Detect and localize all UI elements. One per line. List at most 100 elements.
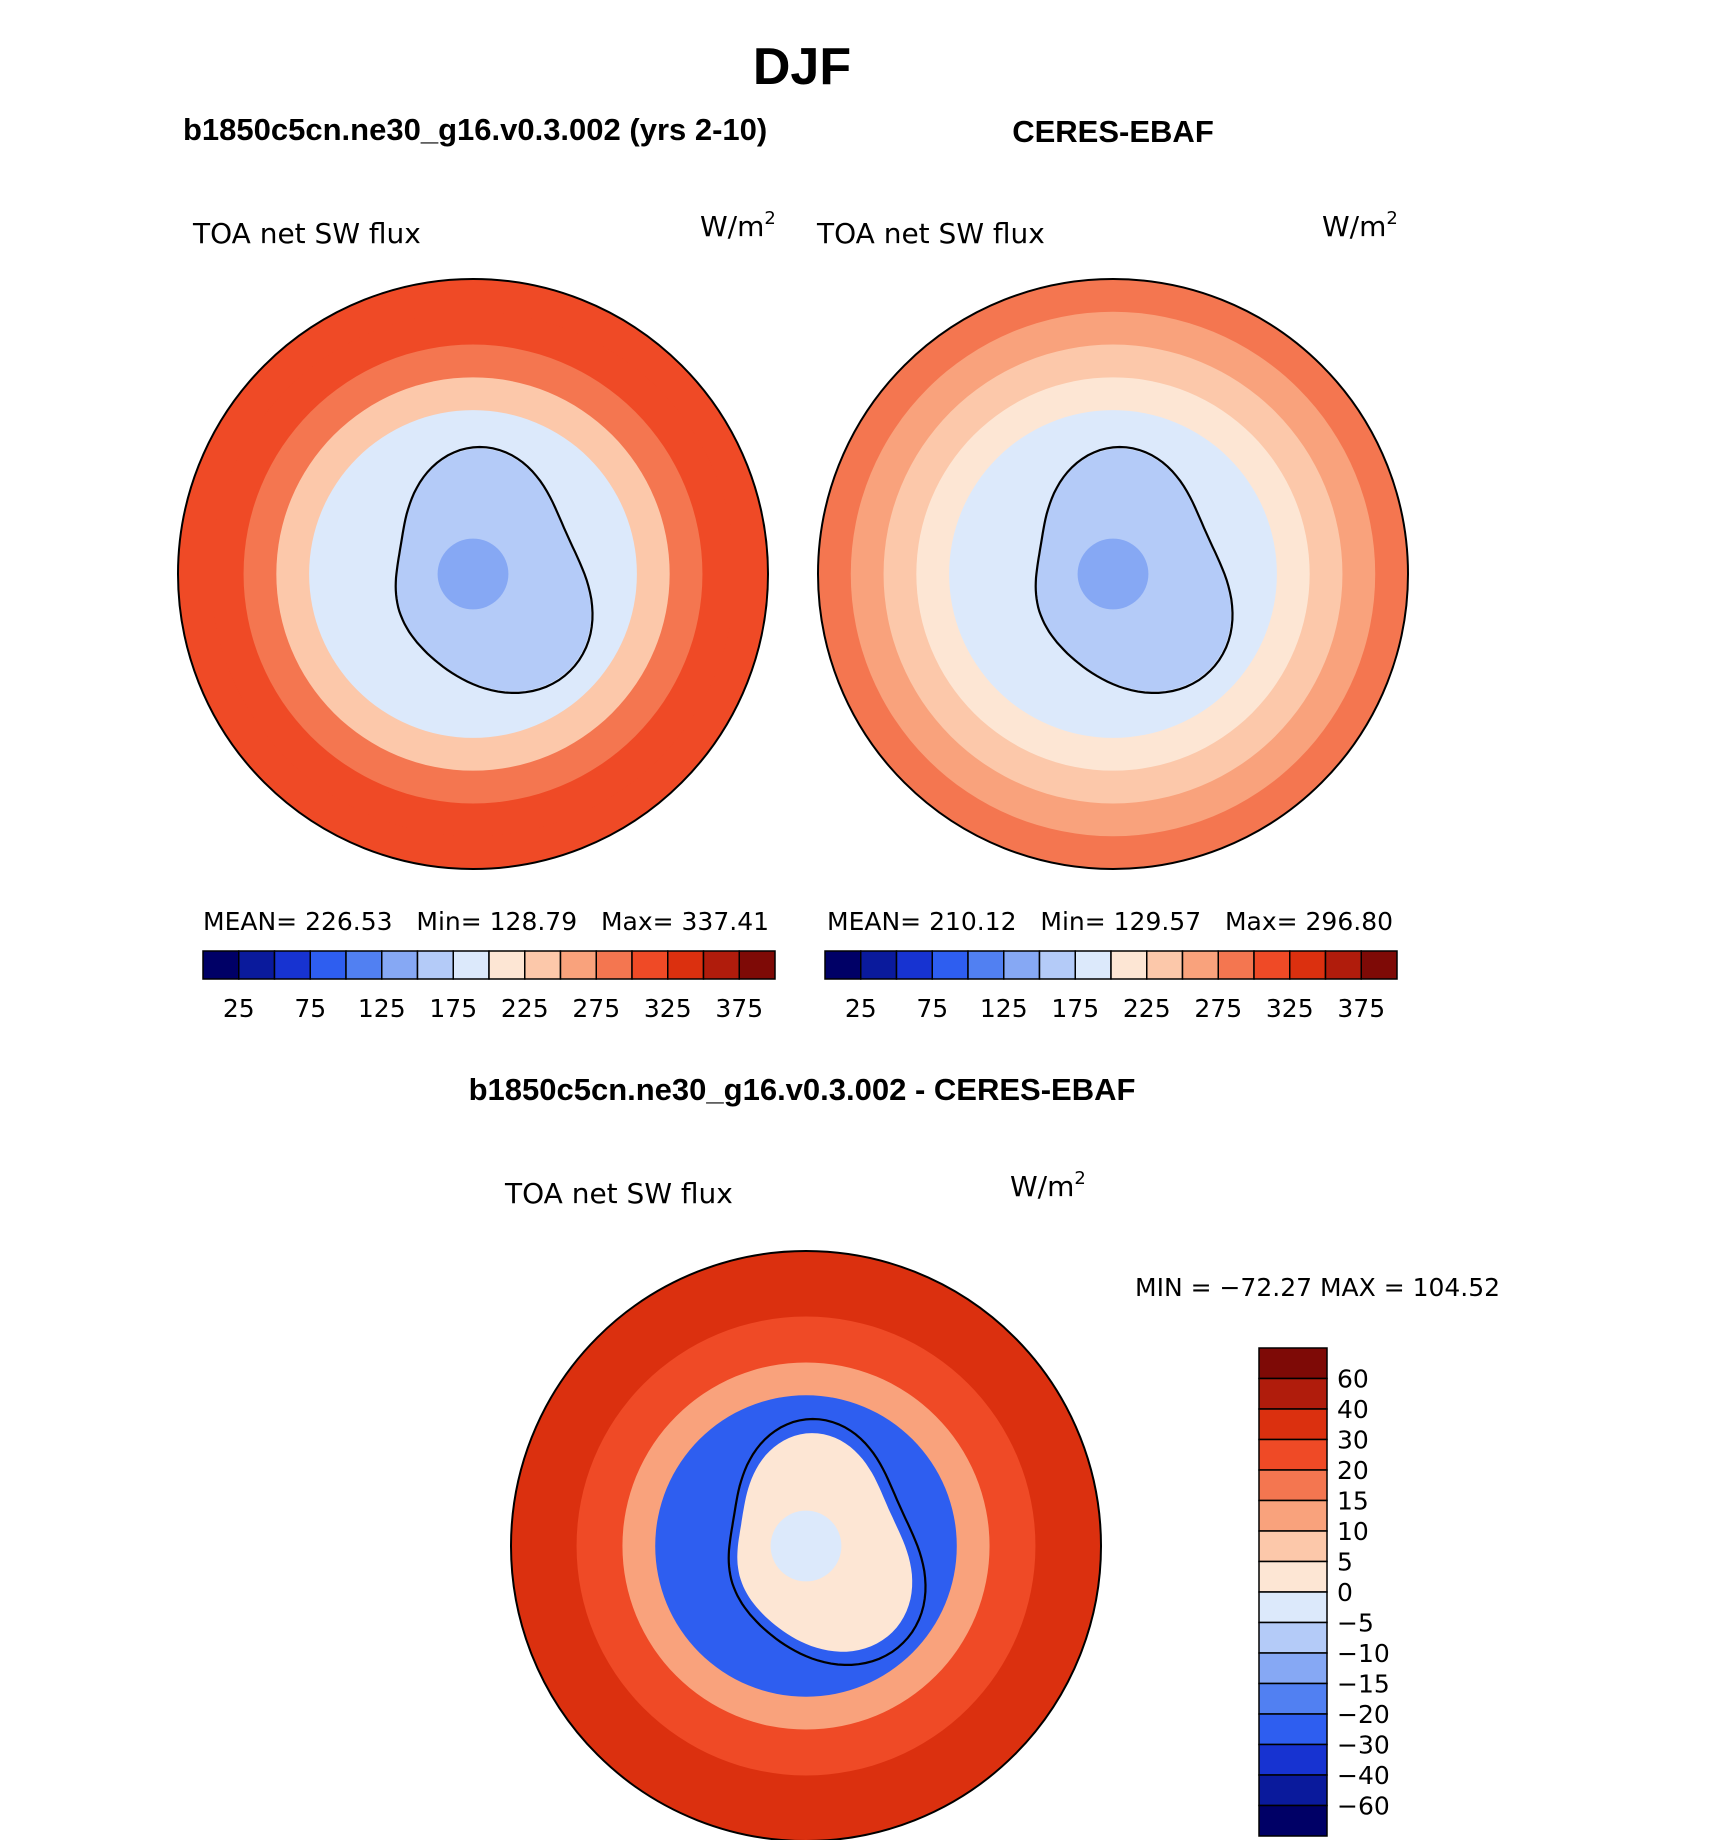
colorbar-tick-label: 275: [1194, 994, 1242, 1023]
colorbar-tick-label: 75: [294, 994, 326, 1023]
stats-obs: MEAN= 210.12 Min= 129.57 Max= 296.80: [827, 907, 1393, 936]
colorbar-tick-label: −40: [1337, 1761, 1390, 1790]
stats-model: MEAN= 226.53 Min= 128.79 Max= 337.41: [203, 907, 769, 936]
colorbar-tick-label: −10: [1337, 1639, 1390, 1668]
colorbar-box: [1258, 1499, 1328, 1532]
units-label-diff: W/m2: [1010, 1168, 1086, 1203]
colorbar-box: [1146, 950, 1184, 980]
field-band: [1077, 538, 1149, 610]
field-band: [770, 1510, 842, 1582]
colorbar-box: [1258, 1774, 1328, 1807]
colorbar-box: [931, 950, 969, 980]
colorbar-box: [202, 950, 240, 980]
colorbar-box: [452, 950, 490, 980]
colorbar-box: [524, 950, 562, 980]
colorbar-box: [559, 950, 597, 980]
colorbar-box: [1258, 1621, 1328, 1654]
colorbar-box: [702, 950, 740, 980]
colorbar-tick-label: 25: [845, 994, 877, 1023]
variable-label-obs: TOA net SW flux: [816, 217, 1045, 250]
colorbar-box: [273, 950, 311, 980]
colorbar-box: [738, 950, 776, 980]
panel-title-model: b1850c5cn.ne30_g16.v0.3.002 (yrs 2-10): [183, 112, 767, 147]
colorbar-box: [895, 950, 933, 980]
colorbar-tick-label: 25: [223, 994, 255, 1023]
colorbar-box: [1258, 1438, 1328, 1471]
colorbar-box: [416, 950, 454, 980]
polar-map-obs: [818, 279, 1408, 869]
polar-map-diff: [511, 1251, 1101, 1841]
colorbar-box: [1258, 1560, 1328, 1593]
colorbar-box: [1258, 1713, 1328, 1746]
colorbar-tick-label: 325: [1266, 994, 1314, 1023]
colorbar-model: 25 75 125 175 225 275 325 375: [202, 950, 776, 1023]
colorbar-box: [1258, 1743, 1328, 1776]
colorbar-box: [488, 950, 526, 980]
colorbar-tick-label: 40: [1337, 1395, 1369, 1424]
colorbar-obs: 25 75 125 175 225 275 325 375: [824, 950, 1398, 1023]
colorbar-box: [1110, 950, 1148, 980]
colorbar-box: [967, 950, 1005, 980]
units-label-model: W/m2: [700, 208, 776, 243]
polar-map-model: [178, 279, 768, 869]
colorbar-box: [1258, 1652, 1328, 1685]
colorbar-tick-label: 225: [501, 994, 549, 1023]
colorbar-box: [667, 950, 705, 980]
colorbar-box: [1258, 1591, 1328, 1624]
colorbar-tick-label: 125: [358, 994, 406, 1023]
colorbar-box: [1258, 1530, 1328, 1563]
colorbar-tick-label: 375: [1337, 994, 1385, 1023]
colorbar-tick-label: 175: [1051, 994, 1099, 1023]
coastline: [1034, 445, 1234, 694]
coastline: [727, 1417, 927, 1666]
colorbar-box: [1258, 1469, 1328, 1502]
variable-label-diff: TOA net SW flux: [504, 1177, 733, 1210]
colorbar-tick-label: −15: [1337, 1670, 1390, 1699]
colorbar-tick-label: 225: [1123, 994, 1171, 1023]
colorbar-box: [1003, 950, 1041, 980]
colorbar-tick-label: −30: [1337, 1731, 1390, 1760]
map-border-model: [177, 278, 769, 870]
panel-title-diff: b1850c5cn.ne30_g16.v0.3.002 - CERES-EBAF: [469, 1072, 1136, 1107]
colorbar-box: [1217, 950, 1255, 980]
colorbar-tick-label: 20: [1337, 1456, 1369, 1485]
colorbar-tick-label: 30: [1337, 1426, 1369, 1455]
units-label-obs: W/m2: [1322, 208, 1398, 243]
figure-title: DJF: [753, 38, 851, 96]
colorbar-box: [238, 950, 276, 980]
colorbar-tick-label: 125: [980, 994, 1028, 1023]
colorbar-box: [824, 950, 862, 980]
colorbar-tick-label: 325: [644, 994, 692, 1023]
colorbar-box: [1258, 1377, 1328, 1410]
variable-label-model: TOA net SW flux: [192, 217, 421, 250]
colorbar-box: [345, 950, 383, 980]
field-band: [437, 538, 509, 610]
colorbar-box: [1360, 950, 1398, 980]
colorbar-tick-label: 375: [715, 994, 763, 1023]
colorbar-box: [1258, 1347, 1328, 1380]
colorbar-box: [1289, 950, 1327, 980]
colorbar-box: [1324, 950, 1362, 980]
colorbar-tick-label: −5: [1337, 1609, 1374, 1638]
panel-title-obs: CERES-EBAF: [1012, 114, 1214, 149]
colorbar-tick-label: 75: [916, 994, 948, 1023]
colorbar-box: [1038, 950, 1076, 980]
colorbar-tick-label: −60: [1337, 1792, 1390, 1821]
colorbar-box: [1258, 1408, 1328, 1441]
colorbar-tick-label: 60: [1337, 1365, 1369, 1394]
colorbar-tick-label: 15: [1337, 1487, 1369, 1516]
colorbar-tick-label: 175: [429, 994, 477, 1023]
colorbar-box: [595, 950, 633, 980]
colorbar-box: [631, 950, 669, 980]
colorbar-box: [1181, 950, 1219, 980]
colorbar-tick-label: 275: [572, 994, 620, 1023]
colorbar-box: [309, 950, 347, 980]
colorbar-box: [1258, 1682, 1328, 1715]
colorbar-box: [860, 950, 898, 980]
colorbar-tick-label: 10: [1337, 1517, 1369, 1546]
colorbar-box: [1074, 950, 1112, 980]
colorbar-box: [1258, 1804, 1328, 1837]
